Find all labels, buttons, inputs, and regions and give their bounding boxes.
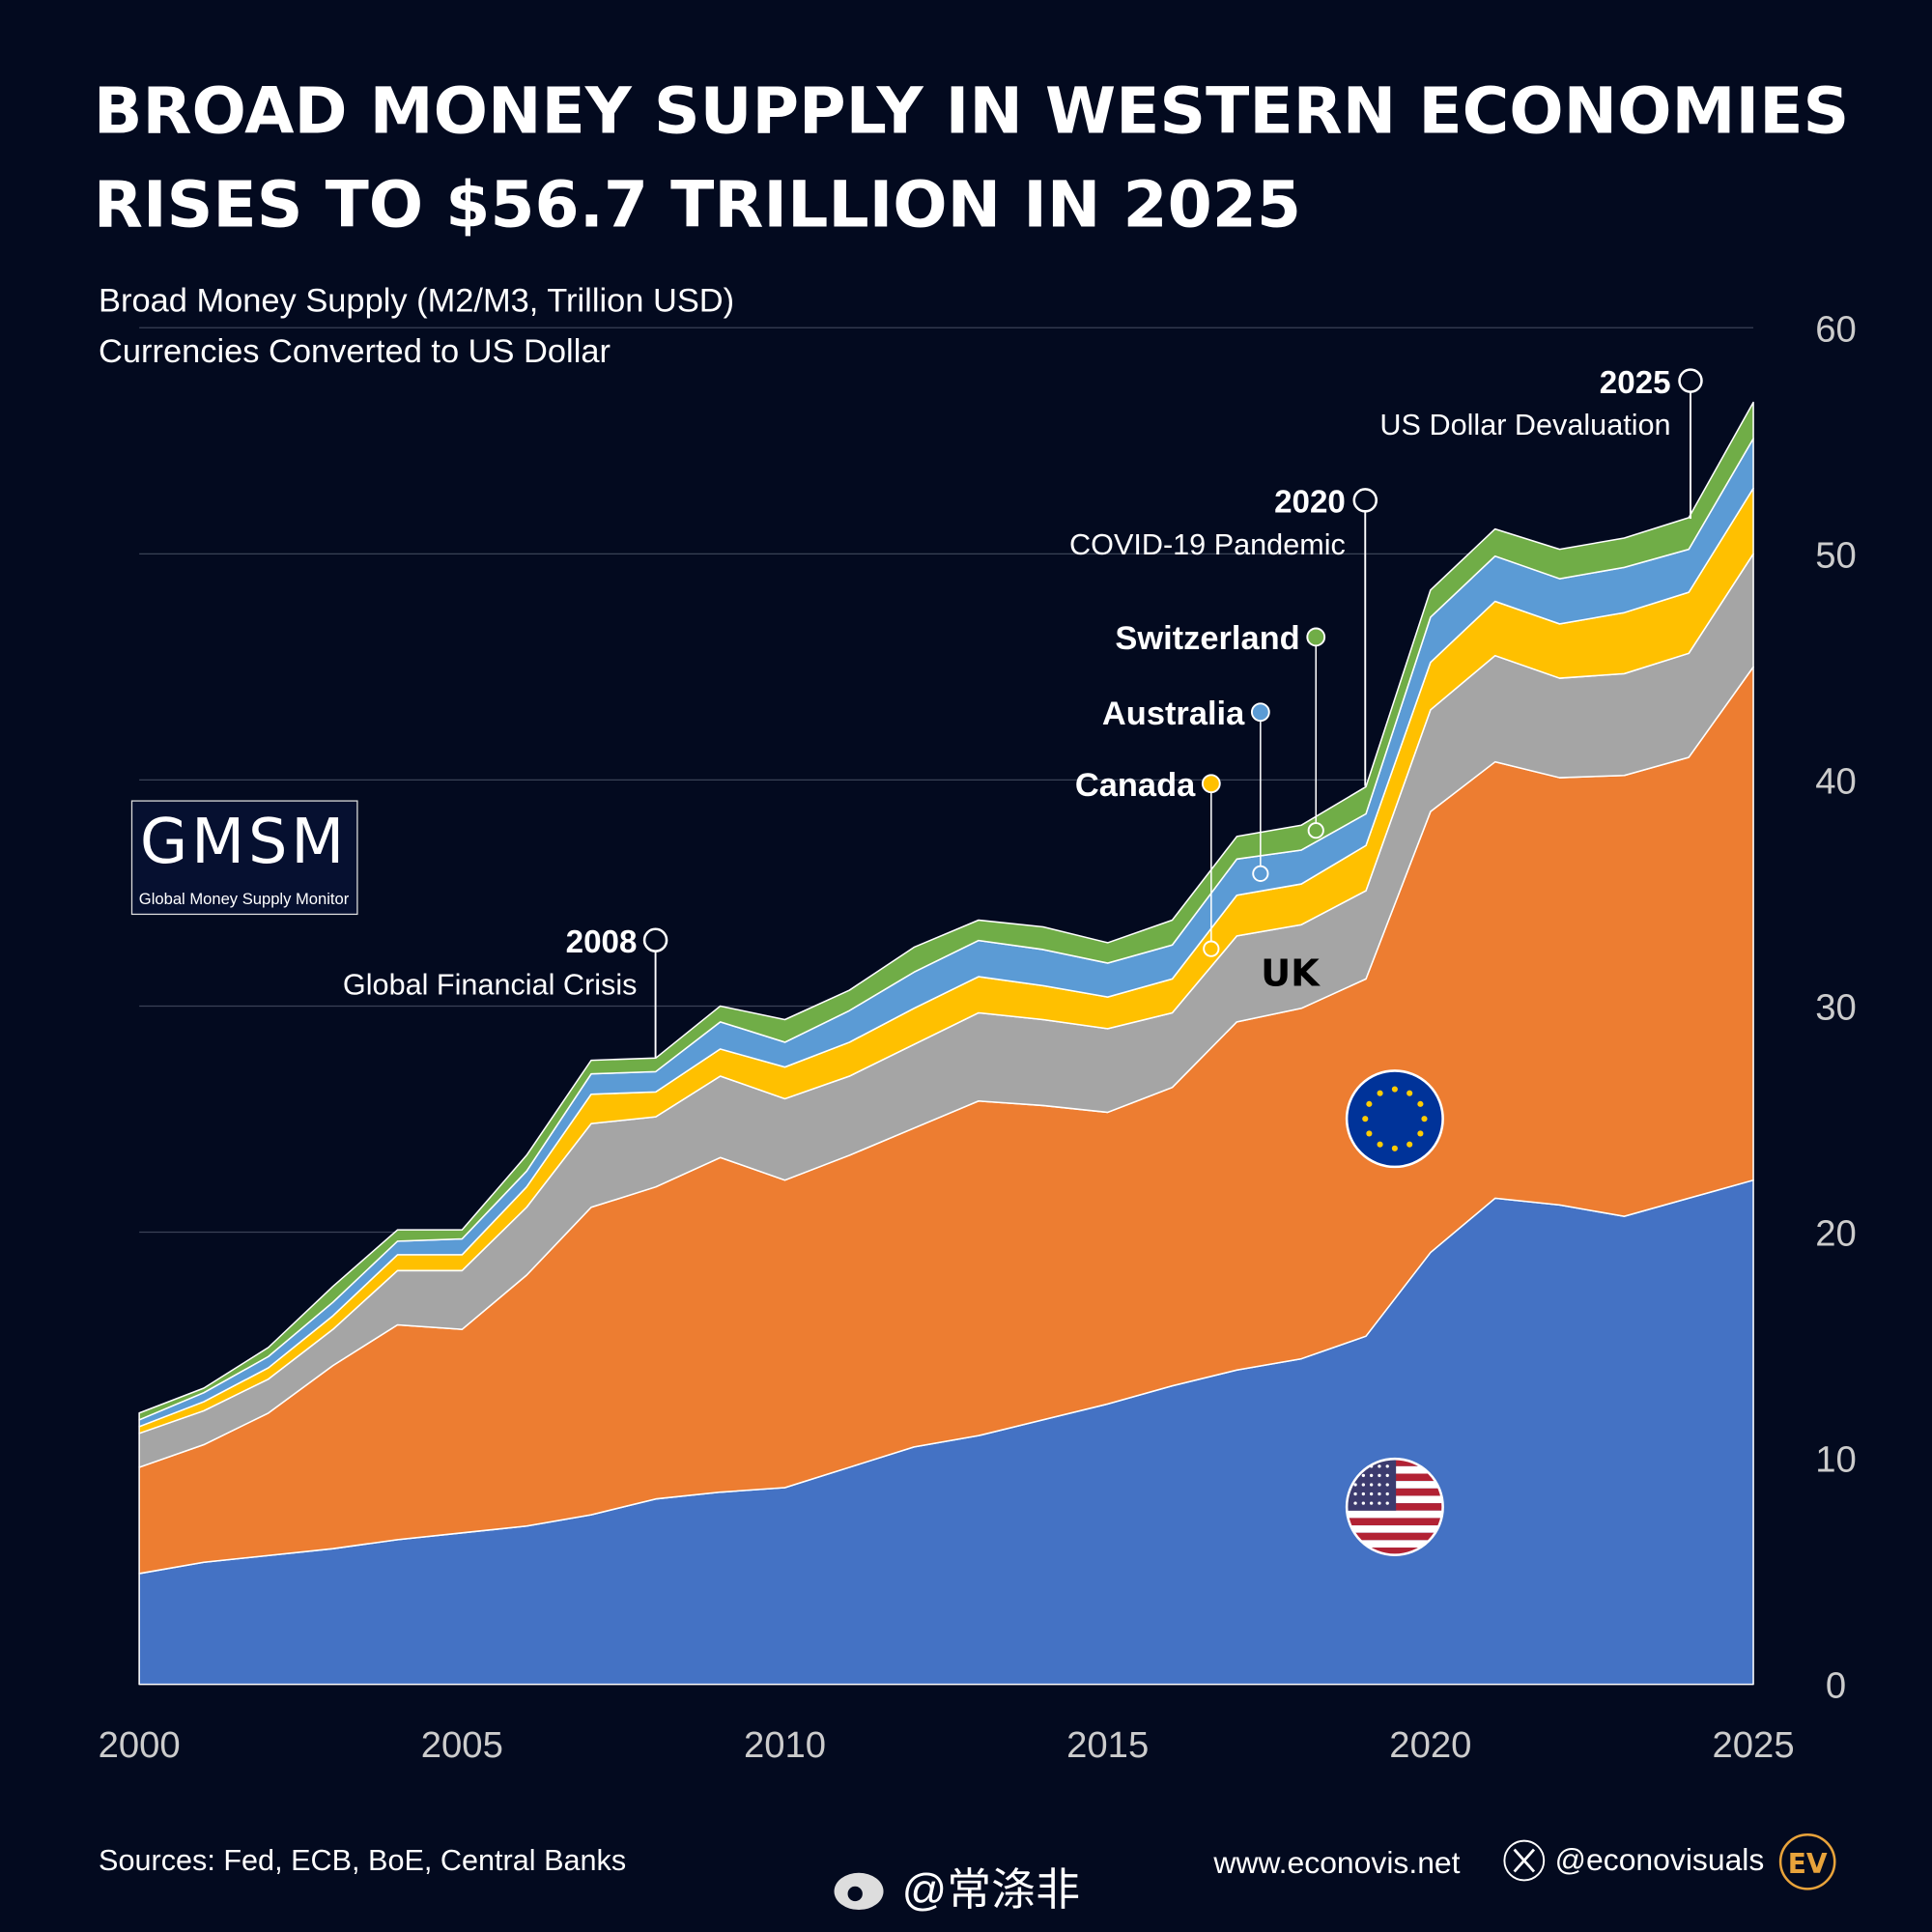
annotation-text-2008: Global Financial Crisis xyxy=(343,968,638,1001)
eu-star xyxy=(1366,1130,1373,1137)
us-star xyxy=(1353,1483,1357,1487)
eu-star xyxy=(1391,1086,1398,1093)
y-tick-label-60: 60 xyxy=(1815,308,1857,350)
weibo-handle: @常涤非 xyxy=(902,1864,1080,1915)
us-star xyxy=(1385,1483,1389,1487)
us-star xyxy=(1361,1483,1366,1487)
us-star xyxy=(1385,1492,1389,1496)
x-tick-label-2020: 2020 xyxy=(1389,1724,1471,1766)
us-star xyxy=(1361,1492,1366,1496)
eu-star xyxy=(1391,1145,1398,1151)
eu-star xyxy=(1417,1100,1424,1107)
chart-subtitle: Broad Money Supply (M2/M3, Trillion USD) xyxy=(99,283,734,320)
us-stripe xyxy=(1347,1540,1443,1548)
annotation-marker-2020 xyxy=(1352,488,1378,513)
x-tick-label-2025: 2025 xyxy=(1713,1724,1795,1766)
us-star xyxy=(1385,1464,1389,1468)
label-dot-canada xyxy=(1201,774,1221,794)
y-tick-label-40: 40 xyxy=(1815,760,1857,802)
us-star xyxy=(1361,1501,1366,1505)
us-stripe xyxy=(1347,1532,1443,1541)
us-star xyxy=(1385,1501,1389,1505)
us-flag-body xyxy=(1347,1459,1443,1555)
us-stripe xyxy=(1347,1525,1443,1533)
series-label-uk: UK xyxy=(1261,952,1321,995)
x-tick-label-2015: 2015 xyxy=(1066,1724,1149,1766)
eu-star xyxy=(1406,1141,1413,1148)
eu-star xyxy=(1366,1100,1373,1107)
area-switzerland xyxy=(138,401,1754,1421)
sources-text: Sources: Fed, ECB, BoE, Central Banks xyxy=(99,1844,626,1877)
y-tick-label-50: 50 xyxy=(1815,534,1857,576)
annotation-year-2020: 2020 xyxy=(1274,485,1346,521)
us-star xyxy=(1378,1464,1381,1468)
series-label-switzerland: Switzerland xyxy=(1115,620,1299,657)
annotation-year-2008: 2008 xyxy=(566,924,638,960)
series-label-australia: Australia xyxy=(1102,696,1245,732)
x-tick-label-2000: 2000 xyxy=(99,1724,181,1766)
us-star xyxy=(1369,1473,1374,1478)
us-star xyxy=(1369,1501,1374,1505)
eu-star xyxy=(1406,1090,1413,1096)
label-dot-switzerland xyxy=(1306,627,1326,647)
logo-title: GMSM xyxy=(140,807,348,878)
us-star xyxy=(1378,1492,1381,1496)
label-anchor-australia xyxy=(1252,865,1269,882)
x-handle[interactable]: @econovisuals xyxy=(1555,1842,1765,1877)
us-flag-icon xyxy=(1345,1457,1444,1556)
y-tick-label-30: 30 xyxy=(1815,986,1857,1028)
label-anchor-canada xyxy=(1203,940,1220,957)
y-tick-label-10: 10 xyxy=(1815,1439,1857,1481)
us-star xyxy=(1353,1492,1357,1496)
ev-logo-text: EV xyxy=(1788,1848,1828,1880)
ev-logo-icon: EV xyxy=(1778,1833,1836,1890)
eu-star xyxy=(1377,1090,1383,1096)
logo-subtitle: Global Money Supply Monitor xyxy=(139,890,350,908)
label-anchor-switzerland xyxy=(1307,822,1324,839)
us-star xyxy=(1378,1473,1381,1478)
x-logo-icon xyxy=(1503,1839,1546,1882)
y-tick-label-0: 0 xyxy=(1826,1665,1846,1707)
annotation-text-2020: COVID-19 Pandemic xyxy=(1069,528,1346,561)
y-tick-label-20: 20 xyxy=(1815,1213,1857,1255)
annotation-marker-2025 xyxy=(1678,368,1703,393)
series-label-canada: Canada xyxy=(1075,767,1196,804)
us-star xyxy=(1369,1483,1374,1487)
weibo-icon xyxy=(834,1872,884,1911)
eu-star xyxy=(1362,1116,1369,1122)
us-star xyxy=(1369,1492,1374,1496)
us-star xyxy=(1361,1473,1366,1478)
us-stripe xyxy=(1347,1510,1443,1519)
x-tick-label-2005: 2005 xyxy=(421,1724,503,1766)
eu-star xyxy=(1417,1130,1424,1137)
eu-flag-disc xyxy=(1345,1069,1444,1169)
x-tick-label-2010: 2010 xyxy=(744,1724,826,1766)
label-dot-australia xyxy=(1250,702,1270,723)
us-star xyxy=(1378,1501,1381,1505)
website-link[interactable]: www.econovis.net xyxy=(1212,1845,1460,1880)
us-star xyxy=(1385,1473,1389,1478)
annotation-year-2025: 2025 xyxy=(1600,365,1671,401)
us-stripe xyxy=(1347,1518,1443,1526)
gmsm-logo: GMSM Global Money Supply Monitor xyxy=(130,800,358,916)
eu-flag-icon xyxy=(1345,1069,1444,1169)
chart-title-line2: RISES TO $56.7 TRILLION IN 2025 xyxy=(94,167,1301,242)
us-flag-ring xyxy=(1345,1457,1444,1556)
chart-subtitle-2: Currencies Converted to US Dollar xyxy=(99,333,611,370)
chart-title-line1: BROAD MONEY SUPPLY IN WESTERN ECONOMIES xyxy=(94,73,1849,149)
us-star xyxy=(1378,1483,1381,1487)
eu-star xyxy=(1421,1116,1428,1122)
annotation-marker-2008 xyxy=(642,927,668,952)
us-star xyxy=(1353,1501,1357,1505)
annotation-text-2025: US Dollar Devaluation xyxy=(1379,409,1670,441)
eu-star xyxy=(1377,1141,1383,1148)
us-stripe xyxy=(1347,1548,1443,1555)
